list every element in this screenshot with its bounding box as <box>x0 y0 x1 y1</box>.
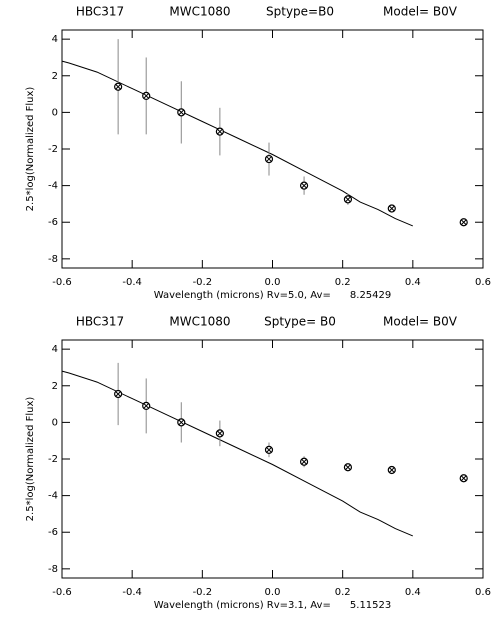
x-tick-label: -0.2 <box>193 277 213 288</box>
x-axis-label: Wavelength (microns) Rv=5.0, Av= 8.25429 <box>154 290 392 301</box>
y-tick-label: 0 <box>52 417 58 428</box>
point-cross <box>266 156 272 162</box>
y-tick-label: -2 <box>48 144 58 155</box>
x-tick-label: -0.6 <box>52 587 72 598</box>
y-tick-label: 2 <box>52 71 58 82</box>
point-cross <box>143 403 150 409</box>
y-tick-label: -6 <box>48 527 58 538</box>
x-tick-label: 0.0 <box>265 587 281 598</box>
plot-frame <box>61 29 484 269</box>
point-cross <box>388 205 395 212</box>
title-part: Sptype=B0 <box>266 5 334 19</box>
y-tick-label: 4 <box>52 34 58 45</box>
title-part: HBC317 <box>76 315 124 329</box>
title-part: Model= B0V <box>383 315 458 329</box>
point-cross <box>217 128 223 135</box>
point-cross <box>345 196 351 203</box>
plot-frame <box>61 339 484 579</box>
title-part: Model= B0V <box>383 5 458 19</box>
point-cross <box>301 458 307 465</box>
y-axis-label: 2.5*log(Normalized Flux) <box>25 397 36 522</box>
y-tick-label: -4 <box>48 181 58 192</box>
y-axis-label: 2.5*log(Normalized Flux) <box>25 87 36 212</box>
y-tick-label: 4 <box>52 344 58 355</box>
point-cross <box>301 182 307 189</box>
point-cross <box>460 219 467 226</box>
point-cross <box>178 109 185 116</box>
point-cross <box>178 419 185 426</box>
x-tick-label: 0.4 <box>405 277 421 288</box>
point-cross <box>143 93 150 99</box>
x-tick-label: -0.4 <box>122 587 142 598</box>
x-tick-label: -0.2 <box>193 587 213 598</box>
x-tick-label: 0.2 <box>335 587 351 598</box>
y-tick-label: 2 <box>52 381 58 392</box>
y-tick-label: -6 <box>48 217 58 228</box>
title-part: HBC317 <box>76 5 124 19</box>
x-tick-label: 0.2 <box>335 277 351 288</box>
point-cross <box>345 464 351 471</box>
y-tick-label: -4 <box>48 491 58 502</box>
x-tick-label: 0.6 <box>475 277 491 288</box>
point-cross <box>388 467 395 473</box>
x-tick-label: 0.6 <box>475 587 491 598</box>
point-cross <box>115 83 121 90</box>
point-cross <box>460 475 467 482</box>
model-line <box>61 370 413 537</box>
model-line <box>61 60 413 227</box>
y-tick-label: -8 <box>48 254 58 265</box>
x-tick-label: 0.4 <box>405 587 421 598</box>
point-cross <box>115 391 121 397</box>
title-part: MWC1080 <box>169 315 230 329</box>
title-part: MWC1080 <box>169 5 230 19</box>
y-tick-label: -2 <box>48 454 58 465</box>
x-axis-label: Wavelength (microns) Rv=3.1, Av= 5.11523 <box>154 600 392 611</box>
x-tick-label: -0.6 <box>52 277 72 288</box>
x-tick-label: -0.4 <box>122 277 142 288</box>
title-part: Sptype= B0 <box>264 315 336 329</box>
x-tick-label: 0.0 <box>265 277 281 288</box>
y-tick-label: 0 <box>52 107 58 118</box>
point-cross <box>266 446 272 453</box>
y-tick-label: -8 <box>48 564 58 575</box>
point-cross <box>217 430 223 437</box>
